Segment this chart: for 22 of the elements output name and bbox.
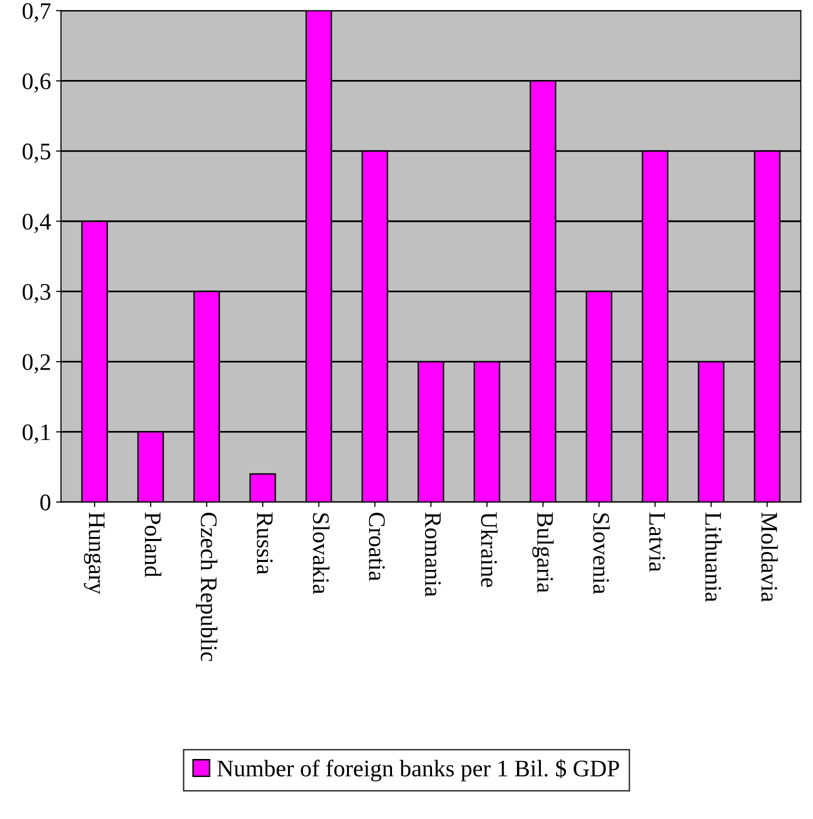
x-tick-label: Slovenia (593, 513, 610, 594)
x-tick-label: Latvia (649, 512, 666, 572)
y-tick-label: 0,3 (22, 284, 50, 304)
legend-label: Number of foreign banks per 1 Bil. $ GDP (217, 759, 620, 782)
y-tick-label: 0,7 (22, 3, 51, 22)
y-tick-label: 0 (40, 494, 50, 510)
y-tick-label: 0,2 (22, 354, 50, 374)
x-tick-label: Moldavia (761, 512, 778, 602)
y-tick-label: 0,5 (22, 144, 50, 163)
y-tick-label: 0,1 (22, 424, 50, 444)
x-tick-label: Croatia (368, 512, 385, 581)
x-tick-label: Lithuania (705, 512, 722, 602)
x-tick-label: Poland (144, 512, 162, 578)
x-tick-label: Bulgaria (532, 512, 554, 593)
y-tick-label: 0,4 (22, 214, 51, 234)
x-tick-label: Russia (256, 512, 273, 574)
x-tick-label: Ukraine (481, 512, 498, 587)
x-tick-label: Slovakia (312, 513, 330, 594)
x-tick-label: Romania (424, 512, 441, 597)
x-tick-label: Czech Republic (196, 512, 218, 662)
y-tick-label: 0,6 (22, 73, 51, 93)
x-tick-label: Hungary (84, 512, 104, 594)
